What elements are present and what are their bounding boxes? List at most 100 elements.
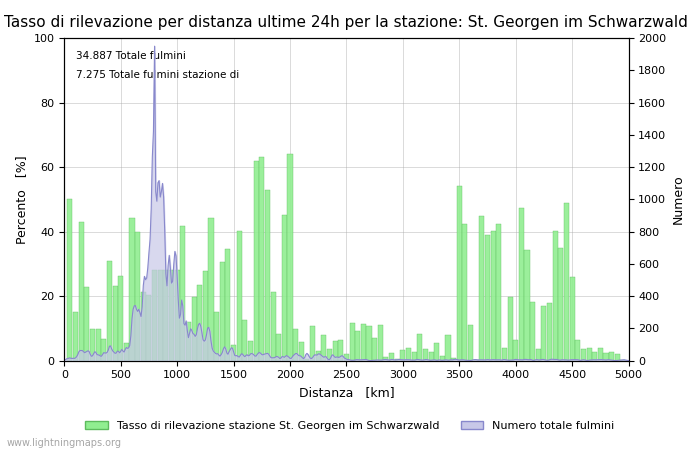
Bar (428, 351, 433, 361)
Bar (124, 342, 129, 361)
Bar (508, 297, 512, 361)
Bar (253, 162, 259, 361)
Bar (67, 199, 73, 361)
Bar (559, 248, 564, 361)
Bar (192, 297, 197, 361)
Bar (423, 349, 428, 361)
Bar (186, 322, 191, 361)
Bar (502, 347, 507, 361)
Bar (513, 340, 518, 361)
Text: 34.887 Totale fulmini: 34.887 Totale fulmini (76, 51, 186, 61)
Bar (417, 334, 422, 361)
Bar (440, 356, 445, 361)
Bar (434, 343, 440, 361)
Bar (158, 270, 163, 361)
Bar (367, 326, 372, 361)
Bar (451, 358, 456, 361)
Bar (220, 261, 225, 361)
Bar (400, 350, 405, 361)
Bar (214, 312, 219, 361)
Bar (130, 218, 134, 361)
Bar (519, 207, 524, 361)
Bar (209, 218, 214, 361)
Bar (270, 292, 276, 361)
Bar (360, 324, 366, 361)
Y-axis label: Percento   [%]: Percento [%] (15, 155, 28, 244)
Bar (587, 348, 592, 361)
Bar (598, 348, 603, 361)
Bar (141, 292, 146, 361)
Bar (84, 287, 90, 361)
Bar (113, 286, 118, 361)
Bar (389, 353, 394, 361)
Bar (395, 359, 400, 361)
Bar (321, 335, 326, 361)
Bar (485, 235, 490, 361)
Bar (355, 331, 360, 361)
Bar (197, 285, 202, 361)
Bar (180, 226, 186, 361)
Bar (570, 277, 575, 361)
Bar (327, 349, 332, 361)
Bar (524, 250, 530, 361)
Bar (615, 354, 620, 361)
Bar (564, 203, 569, 361)
Bar (338, 340, 343, 361)
Bar (406, 348, 411, 361)
Bar (541, 306, 547, 361)
Bar (242, 320, 247, 361)
Bar (225, 249, 230, 361)
Legend: Tasso di rilevazione stazione St. Georgen im Schwarzwald, Numero totale fulmini: Tasso di rilevazione stazione St. George… (81, 417, 619, 436)
Bar (248, 341, 253, 361)
Bar (496, 224, 501, 361)
Bar (316, 351, 321, 361)
Bar (463, 224, 468, 361)
Bar (107, 261, 112, 361)
Bar (90, 329, 95, 361)
Bar (603, 353, 608, 361)
Bar (102, 339, 106, 361)
Bar (146, 295, 151, 361)
Bar (349, 323, 355, 361)
Bar (468, 325, 473, 361)
Bar (78, 222, 84, 361)
Bar (231, 345, 236, 361)
Bar (288, 154, 293, 361)
Bar (293, 329, 298, 361)
Bar (276, 334, 281, 361)
Bar (547, 303, 552, 361)
Bar (265, 190, 270, 361)
Bar (135, 232, 140, 361)
Bar (332, 341, 337, 361)
Bar (491, 231, 496, 361)
Bar (575, 339, 580, 361)
Bar (169, 270, 174, 361)
Bar (259, 158, 265, 361)
Bar (96, 329, 101, 361)
Bar (457, 185, 462, 361)
Bar (299, 342, 304, 361)
Bar (609, 352, 614, 361)
Bar (378, 325, 383, 361)
Bar (372, 338, 377, 361)
Bar (304, 360, 309, 361)
Bar (553, 231, 558, 361)
Bar (310, 325, 315, 361)
Bar (592, 351, 597, 361)
Bar (118, 276, 123, 361)
Title: Tasso di rilevazione per distanza ultime 24h per la stazione: St. Georgen im Sch: Tasso di rilevazione per distanza ultime… (4, 15, 688, 30)
Bar (174, 270, 180, 361)
Bar (203, 271, 208, 361)
Bar (152, 270, 157, 361)
Y-axis label: Numero: Numero (672, 175, 685, 224)
Bar (384, 357, 388, 361)
Text: 7.275 Totale fulmini stazione di: 7.275 Totale fulmini stazione di (76, 70, 239, 81)
Text: www.lightningmaps.org: www.lightningmaps.org (7, 437, 122, 447)
Bar (163, 270, 169, 361)
X-axis label: Distanza   [km]: Distanza [km] (299, 386, 394, 399)
Bar (480, 216, 484, 361)
Bar (237, 231, 242, 361)
Bar (581, 349, 586, 361)
Bar (536, 350, 541, 361)
Bar (73, 312, 78, 361)
